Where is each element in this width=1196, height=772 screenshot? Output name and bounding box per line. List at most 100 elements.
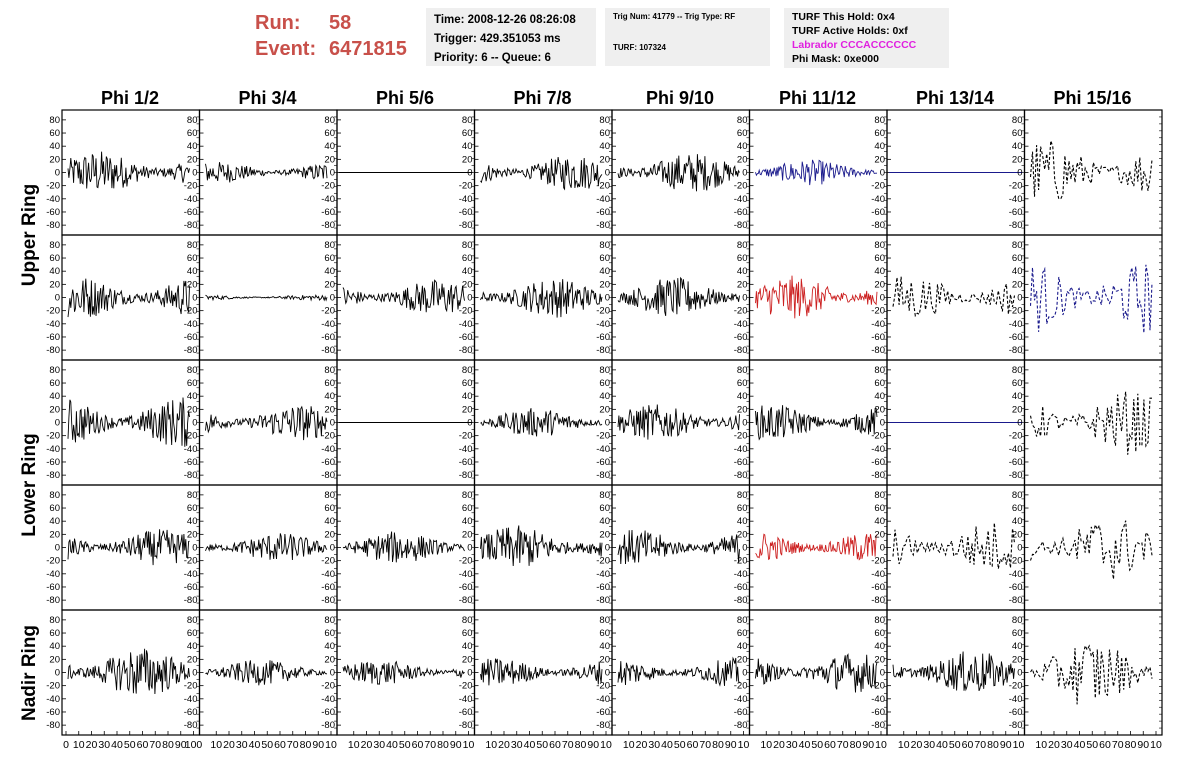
y-tick-label: -20 <box>321 306 335 317</box>
x-tick-label: 40 <box>661 739 673 751</box>
x-tick-label: 30 <box>236 739 248 751</box>
y-tick-label: -40 <box>596 694 610 705</box>
y-tick-label: 40 <box>737 391 748 402</box>
x-tick-label: 20 <box>773 739 785 751</box>
y-tick-label: -60 <box>734 582 748 593</box>
y-tick-label: -40 <box>46 194 60 205</box>
y-tick-label: -60 <box>459 332 473 343</box>
y-tick-label: 80 <box>187 490 198 501</box>
y-tick-label: 0 <box>55 293 60 304</box>
y-tick-label: 60 <box>599 253 610 264</box>
y-tick-label: -40 <box>734 569 748 580</box>
y-tick-label: -40 <box>321 194 335 205</box>
y-tick-label: 0 <box>742 543 747 554</box>
x-tick-label: 70 <box>562 739 574 751</box>
y-tick-label: 60 <box>324 378 335 389</box>
y-tick-label: -40 <box>321 444 335 455</box>
y-tick-label: -20 <box>734 431 748 442</box>
y-tick-label: 0 <box>880 293 885 304</box>
y-tick-label: 0 <box>467 668 472 679</box>
y-tick-label: 20 <box>49 654 60 665</box>
y-tick-label: 20 <box>737 404 748 415</box>
y-tick-label: -60 <box>734 457 748 468</box>
y-tick-label: -20 <box>459 681 473 692</box>
x-tick-label: 80 <box>575 739 587 751</box>
y-tick-label: -40 <box>184 694 198 705</box>
x-tick-label: 70 <box>149 739 161 751</box>
y-tick-label: -80 <box>459 720 473 731</box>
y-tick-label: -60 <box>321 457 335 468</box>
y-tick-label: 40 <box>1012 641 1023 652</box>
x-tick-label: 70 <box>699 739 711 751</box>
y-tick-label: 80 <box>599 365 610 376</box>
y-tick-label: -40 <box>596 319 610 330</box>
waveform-panel-r0-c0: 80 60 40 20 0 -20 -40 -60 -80 <box>46 109 201 236</box>
y-tick-label: 20 <box>599 654 610 665</box>
y-tick-label: 40 <box>737 266 748 277</box>
y-tick-label: -60 <box>459 457 473 468</box>
y-tick-label: 60 <box>324 128 335 139</box>
waveform-trace <box>205 660 328 686</box>
x-tick-label: 50 <box>1086 739 1098 751</box>
y-tick-label: -20 <box>871 431 885 442</box>
y-tick-label: -60 <box>871 457 885 468</box>
y-tick-label: -60 <box>321 207 335 218</box>
y-tick-label: -60 <box>184 332 198 343</box>
x-tick-label: 10 <box>463 739 475 751</box>
event-label: Event: <box>255 38 317 60</box>
waveform-trace <box>1029 264 1153 333</box>
y-tick-label: -20 <box>184 431 198 442</box>
column-header-0: Phi 1/2 <box>100 88 160 108</box>
waveform-trace <box>480 658 603 686</box>
y-tick-label: -40 <box>596 444 610 455</box>
x-tick-label: 20 <box>636 739 648 751</box>
waveform-trace <box>480 279 603 318</box>
y-tick-label: 80 <box>737 490 748 501</box>
waveform-trace <box>67 151 190 189</box>
y-tick-label: 40 <box>187 266 198 277</box>
y-tick-label: 0 <box>742 168 747 179</box>
x-tick-label: 30 <box>786 739 798 751</box>
y-tick-label: 20 <box>324 529 335 540</box>
waveform-trace <box>480 408 603 437</box>
waveform-panel-r3-c3: 80 60 40 20 0 -20 -40 -60 -80 <box>459 484 613 611</box>
time-text: Time: 2008-12-26 08:26:08 <box>434 14 576 26</box>
x-tick-label: 60 <box>137 739 149 751</box>
y-tick-label: -40 <box>321 694 335 705</box>
y-tick-label: -40 <box>1009 319 1023 330</box>
column-header-4: Phi 9/10 <box>645 88 715 108</box>
y-tick-label: 40 <box>49 641 60 652</box>
waveform-trace <box>342 279 465 313</box>
y-tick-label: -80 <box>46 220 60 231</box>
y-tick-label: 40 <box>1012 516 1023 527</box>
y-tick-label: -80 <box>596 220 610 231</box>
y-tick-label: -60 <box>871 582 885 593</box>
y-tick-label: -40 <box>46 694 60 705</box>
y-tick-label: 40 <box>462 516 473 527</box>
y-tick-label: -80 <box>871 470 885 481</box>
x-tick-label: 60 <box>412 739 424 751</box>
y-tick-label: 20 <box>462 654 473 665</box>
y-tick-label: -80 <box>46 345 60 356</box>
y-tick-label: -20 <box>1009 556 1023 567</box>
x-tick-label: 20 <box>223 739 235 751</box>
y-tick-label: 20 <box>874 154 885 165</box>
column-header-1: Phi 3/4 <box>238 88 297 108</box>
waveform-trace <box>755 275 878 319</box>
waveform-panel-r3-c1: 80 60 40 20 0 -20 -40 -60 -80 <box>184 484 338 611</box>
waveform-trace <box>342 660 465 685</box>
x-tick-label: 10 <box>898 739 910 751</box>
waveform-panel-r3-c5: 80 60 40 20 0 -20 -40 -60 -80 <box>734 484 888 611</box>
y-tick-label: -20 <box>596 556 610 567</box>
y-tick-label: -40 <box>184 444 198 455</box>
y-tick-label: 0 <box>192 293 197 304</box>
y-tick-label: -20 <box>871 681 885 692</box>
y-tick-label: 40 <box>187 141 198 152</box>
y-tick-label: -80 <box>184 345 198 356</box>
y-tick-label: 20 <box>599 404 610 415</box>
y-tick-label: -80 <box>596 720 610 731</box>
waveform-panel-r0-c2: 80 60 40 20 0 -20 -40 -60 -80 <box>321 109 476 236</box>
y-tick-label: 0 <box>880 668 885 679</box>
waveform-panel-r3-c2: 80 60 40 20 0 -20 -40 -60 -80 <box>321 484 476 611</box>
